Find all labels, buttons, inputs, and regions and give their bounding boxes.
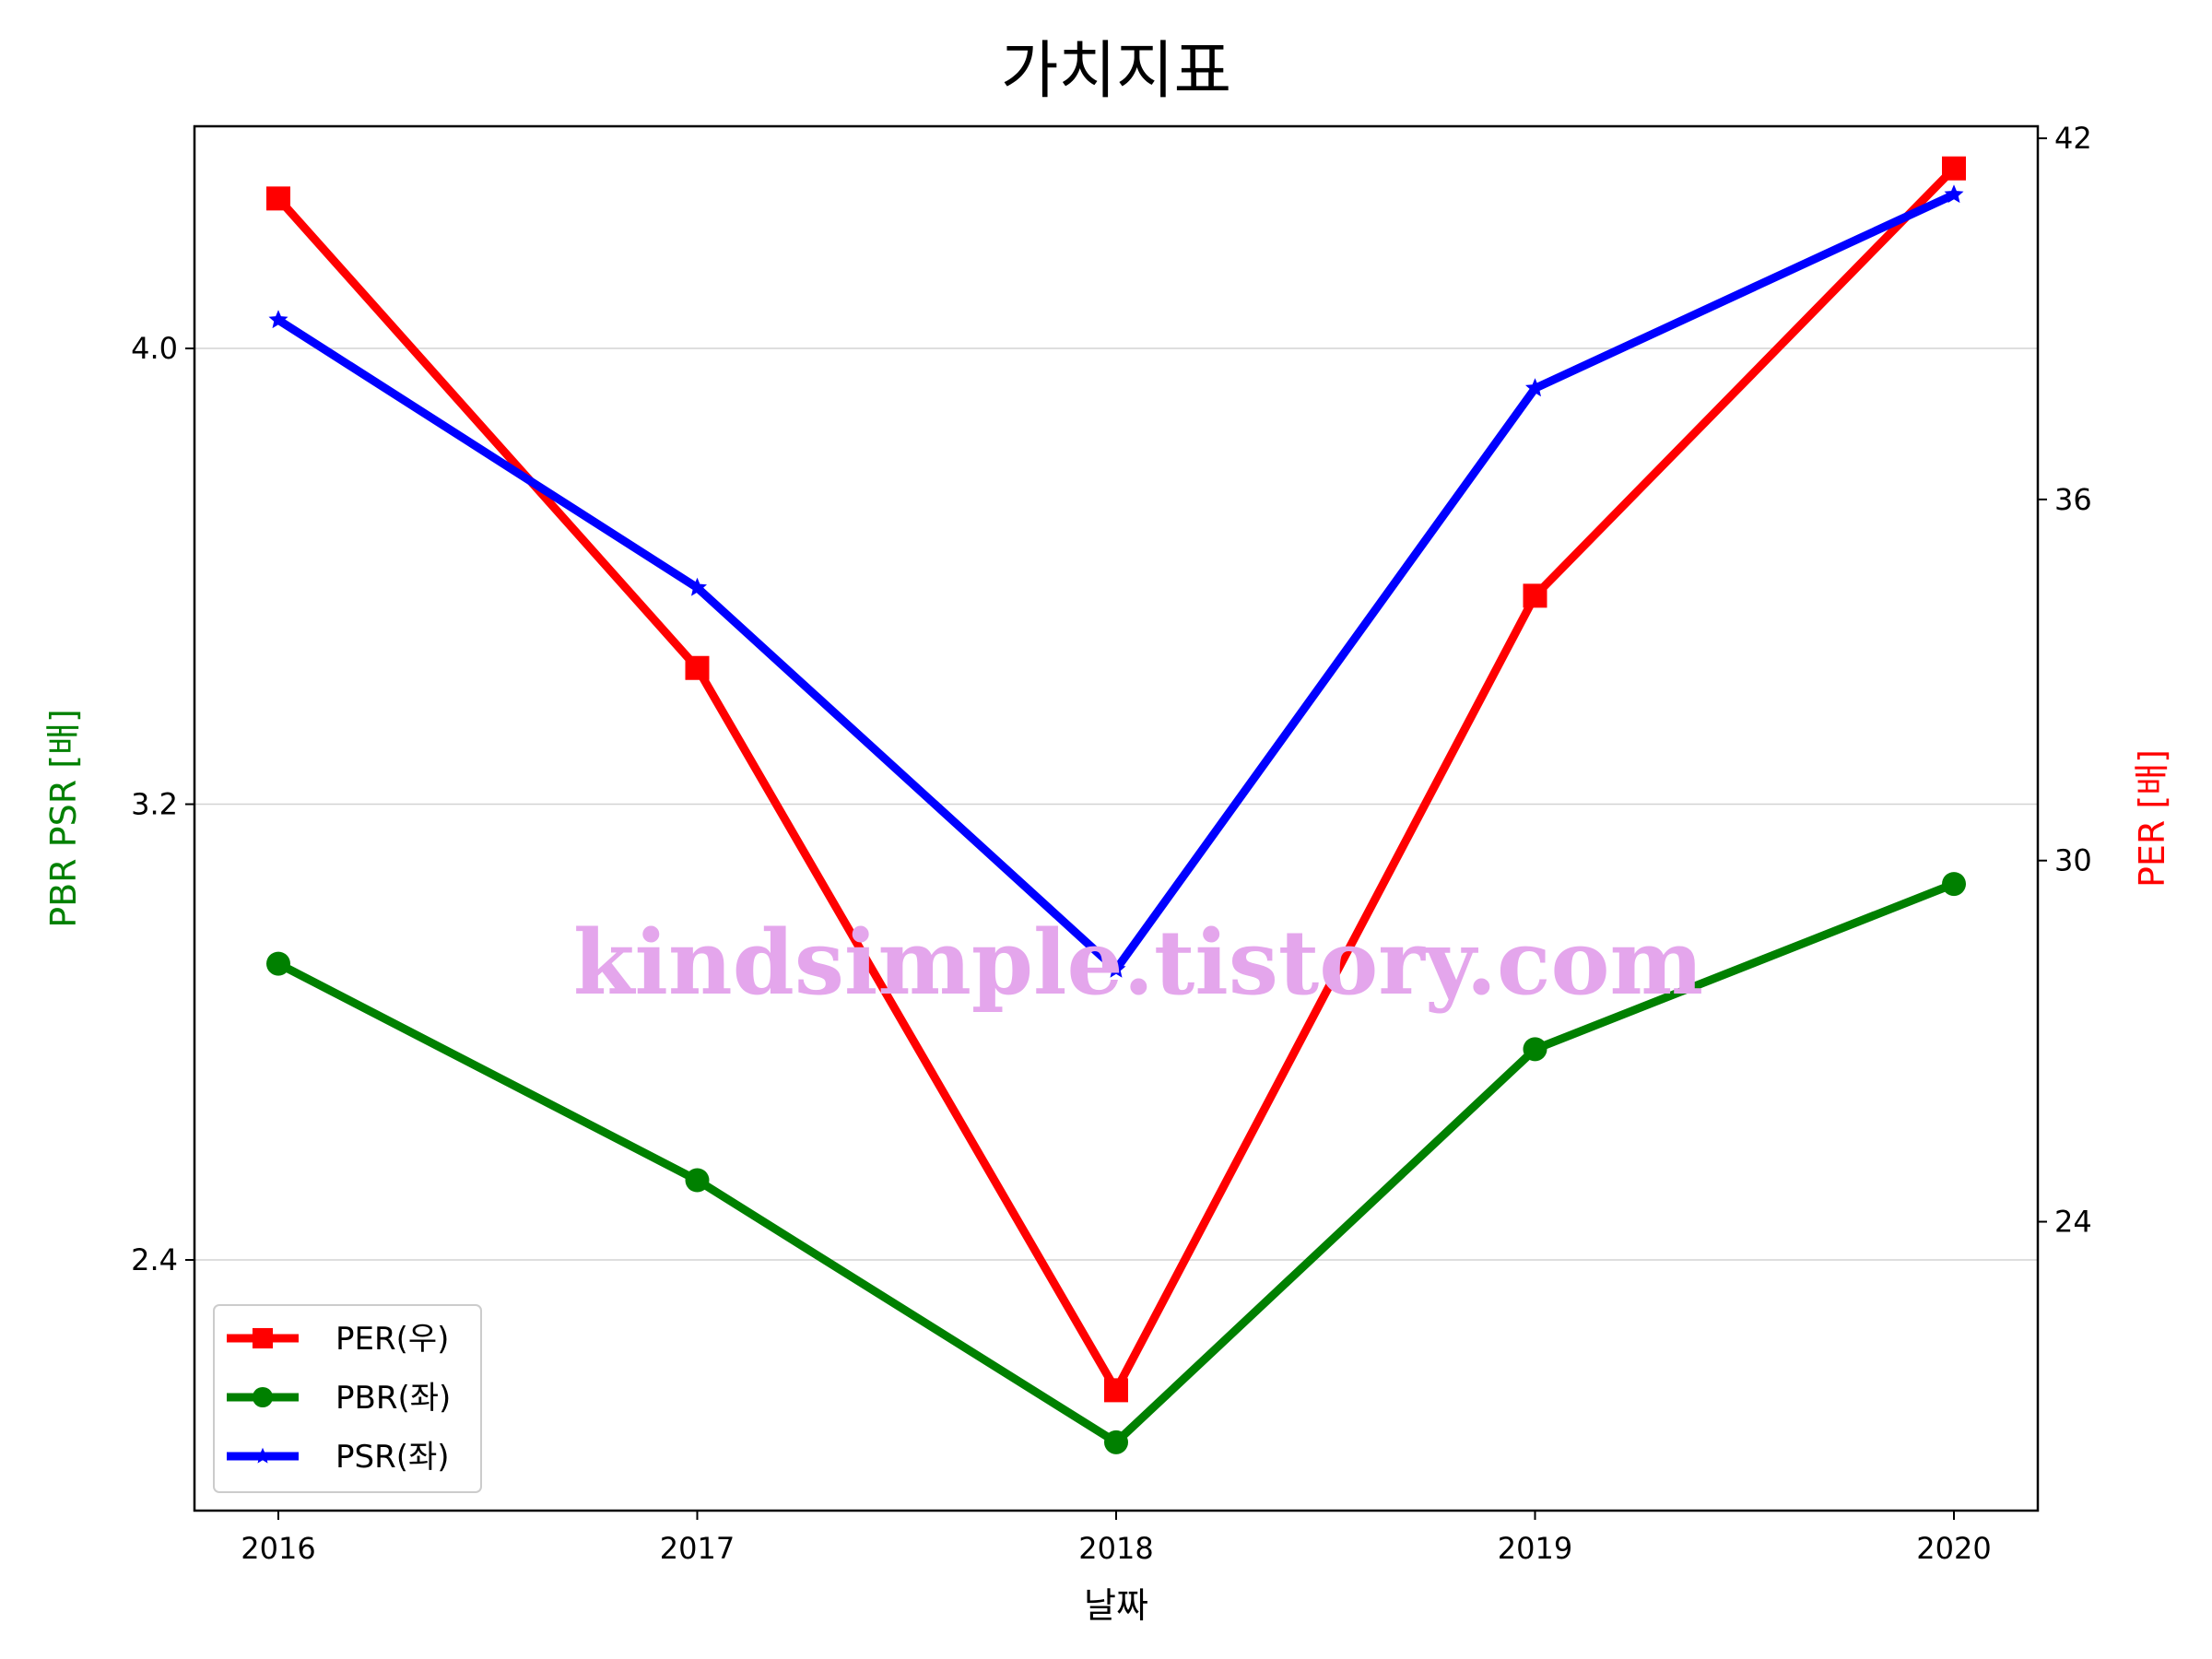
- x-tick-label: 2019: [1498, 1531, 1572, 1566]
- x-axis: 2016 2017 2018 2019 2020: [241, 1511, 1992, 1566]
- legend-marker: [254, 1447, 271, 1464]
- x-tick-label: 2018: [1078, 1531, 1153, 1566]
- legend-marker: [252, 1327, 274, 1349]
- y-left-tick-label: 4.0: [131, 331, 178, 366]
- series-point: [685, 1168, 710, 1193]
- series-point: [1523, 1037, 1547, 1062]
- x-tick-label: 2016: [241, 1531, 315, 1566]
- watermark: kindsimple.tistory.com: [573, 911, 1703, 1015]
- y-right-tick-label: 24: [2054, 1205, 2092, 1240]
- series-point: [685, 655, 710, 680]
- y-axis-left-title: PBR PSR [배]: [43, 709, 84, 928]
- series-1: [266, 872, 1966, 1454]
- legend-box: [213, 1304, 482, 1493]
- legend-label: PER(우): [335, 1321, 449, 1358]
- series-2: [268, 184, 1964, 978]
- y-axis-left: 2.4 3.2 4.0: [131, 331, 194, 1277]
- y-left-tick-label: 2.4: [131, 1242, 178, 1277]
- series-line: [274, 190, 1959, 974]
- series-point: [1942, 156, 1966, 181]
- legend-marker: [252, 1386, 274, 1408]
- x-tick-label: 2017: [660, 1531, 735, 1566]
- y-right-tick-label: 42: [2054, 121, 2092, 156]
- series-0: [266, 156, 1966, 1403]
- y-right-tick-label: 36: [2054, 482, 2092, 517]
- y-left-tick-label: 3.2: [131, 787, 178, 822]
- y-axis-right: 24 30 36 42: [2038, 121, 2092, 1240]
- series-point: [1942, 872, 1966, 897]
- series-point: [266, 951, 290, 976]
- grid: [194, 347, 2038, 1261]
- legend-label: PSR(좌): [335, 1439, 450, 1476]
- legend: PER(우) PBR(좌) PSR(좌): [213, 1304, 482, 1493]
- series-point: [266, 186, 290, 211]
- series-line: [274, 164, 1959, 1394]
- x-axis-title: 날짜: [1084, 1585, 1148, 1626]
- legend-label: PBR(좌): [335, 1380, 451, 1417]
- chart-title: 가치지표: [1001, 35, 1231, 108]
- series-point: [1944, 184, 1964, 204]
- series-point: [1104, 1378, 1128, 1403]
- series-point: [1104, 1430, 1128, 1454]
- series-point: [1106, 959, 1126, 978]
- series-point: [1523, 583, 1547, 608]
- plot-frame: [193, 124, 2040, 1512]
- y-axis-right-title: PER [배]: [2132, 749, 2172, 888]
- y-right-tick-label: 30: [2054, 843, 2092, 878]
- series-point: [268, 310, 288, 329]
- series-point: [688, 577, 707, 596]
- series-layer: [266, 156, 1966, 1454]
- series-point: [1525, 378, 1545, 397]
- x-tick-label: 2020: [1916, 1531, 1991, 1566]
